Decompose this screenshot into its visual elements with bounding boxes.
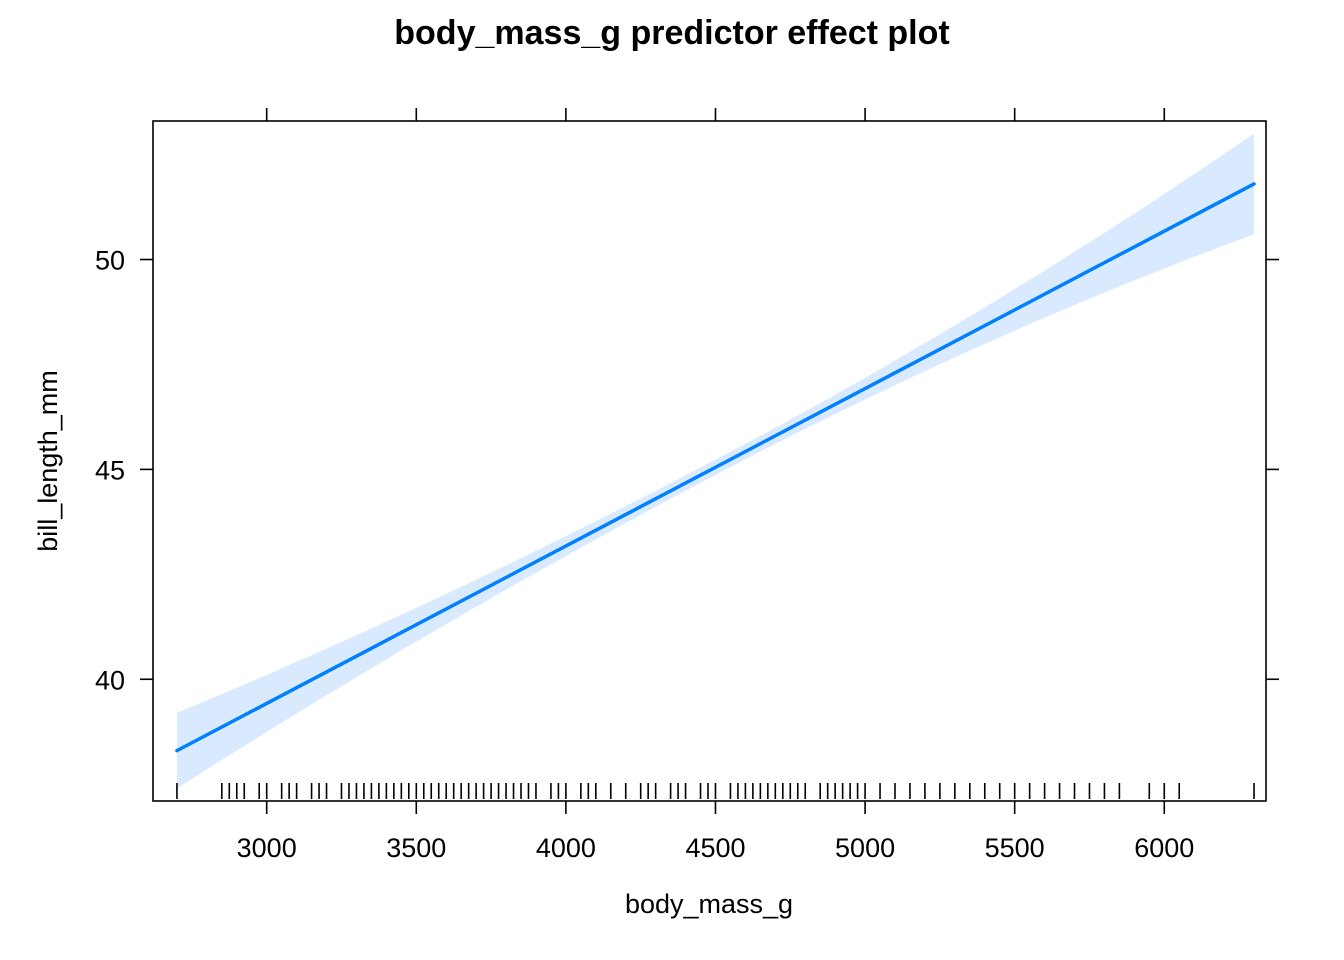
x-tick-label: 5500 [985,833,1045,863]
confidence-band [176,133,1254,789]
y-tick-label: 40 [95,665,125,695]
x-tick-label: 6000 [1134,833,1194,863]
effect-line-layer [175,182,1256,753]
x-tick-label: 4000 [536,833,596,863]
x-tick-label: 3000 [237,833,297,863]
x-axis-label: body_mass_g [625,889,793,919]
x-tick-label: 3500 [386,833,446,863]
chart-title: body_mass_g predictor effect plot [394,14,949,52]
confidence-band-layer [176,133,1254,789]
y-tick-label: 50 [95,246,125,276]
x-tick-label: 5000 [835,833,895,863]
effect-line [175,182,1256,753]
y-axis-label: bill_length_mm [33,370,63,552]
y-tick-label: 45 [95,455,125,485]
x-tick-label: 4500 [685,833,745,863]
axis-tick-layer: 3000 3500 4000 4500 5000 5500 6000 40 45 50 [95,108,1279,863]
rug-layer [176,783,1255,799]
plot-frame [152,120,1267,802]
